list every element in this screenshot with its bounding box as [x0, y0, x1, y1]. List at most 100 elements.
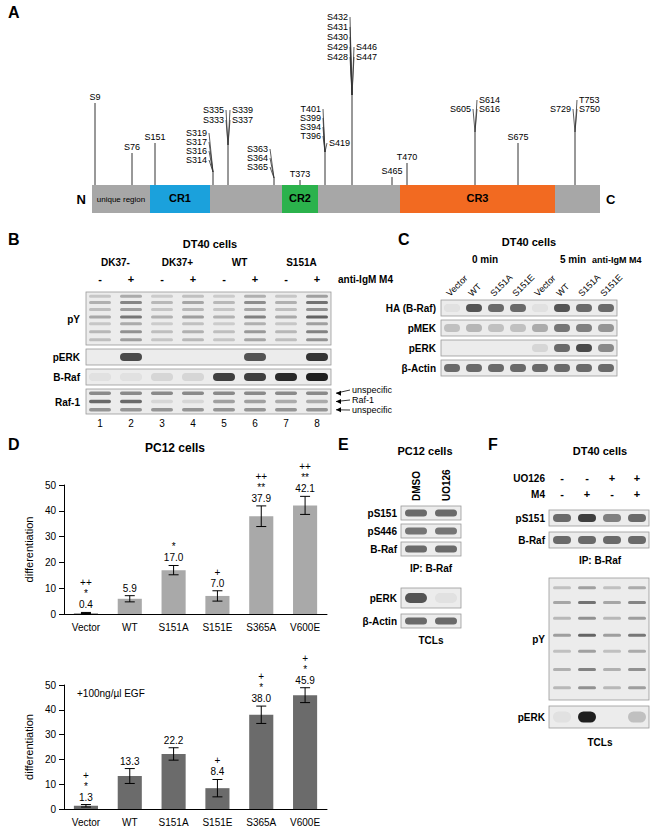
- svg-text:C: C: [398, 231, 410, 248]
- svg-text:S365A: S365A: [246, 622, 276, 633]
- svg-text:5.9: 5.9: [123, 583, 137, 594]
- svg-text:WT: WT: [122, 817, 138, 828]
- svg-text:13.3: 13.3: [120, 756, 140, 767]
- svg-text:Vector: Vector: [444, 273, 469, 298]
- svg-text:0: 0: [50, 804, 56, 815]
- svg-text:5 min: 5 min: [560, 254, 586, 265]
- svg-text:CR3: CR3: [466, 192, 488, 204]
- svg-text:D: D: [8, 436, 20, 453]
- svg-text:DT40 cells: DT40 cells: [502, 236, 556, 248]
- svg-text:pY: pY: [67, 314, 80, 325]
- svg-text:HA (B-Raf): HA (B-Raf): [386, 303, 436, 314]
- svg-text:unique region: unique region: [97, 195, 145, 204]
- svg-text:WT: WT: [232, 257, 248, 268]
- svg-text:UO126: UO126: [513, 473, 545, 484]
- svg-text:IP: B-Raf: IP: B-Raf: [579, 555, 622, 566]
- svg-text:WT: WT: [554, 281, 571, 298]
- svg-text:S364: S364: [247, 153, 268, 163]
- svg-text:S750: S750: [579, 104, 600, 114]
- svg-text:+: +: [258, 671, 264, 682]
- svg-text:S337: S337: [232, 115, 253, 125]
- svg-text:-: -: [98, 273, 102, 285]
- svg-text:S151A: S151A: [286, 257, 317, 268]
- svg-text:T373: T373: [290, 169, 311, 179]
- svg-text:S151E: S151E: [202, 817, 232, 828]
- svg-text:S394: S394: [300, 122, 321, 132]
- svg-text:-: -: [160, 273, 164, 285]
- svg-text:+: +: [609, 472, 615, 484]
- svg-text:S151A: S151A: [159, 622, 189, 633]
- svg-text:7.0: 7.0: [210, 578, 224, 589]
- svg-text:T753: T753: [579, 95, 600, 105]
- svg-text:B-Raf: B-Raf: [53, 372, 80, 383]
- svg-text:38.0: 38.0: [252, 693, 272, 704]
- svg-text:T470: T470: [397, 152, 418, 162]
- svg-text:S151E: S151E: [202, 622, 232, 633]
- svg-text:S419: S419: [329, 138, 350, 148]
- svg-text:S9: S9: [89, 92, 100, 102]
- svg-text:WT: WT: [466, 281, 483, 298]
- svg-text:F: F: [488, 436, 498, 453]
- svg-text:S365A: S365A: [246, 817, 276, 828]
- svg-text:B-Raf: B-Raf: [518, 535, 545, 546]
- svg-text:S365: S365: [247, 162, 268, 172]
- svg-text:S465: S465: [381, 166, 402, 176]
- svg-text:S432: S432: [327, 12, 348, 22]
- svg-text:+: +: [215, 567, 221, 578]
- svg-text:pY: pY: [532, 634, 545, 645]
- svg-text:22.2: 22.2: [164, 735, 184, 746]
- svg-text:β-Actin: β-Actin: [363, 616, 397, 627]
- svg-text:differentiation: differentiation: [23, 714, 35, 780]
- svg-text:unspecific: unspecific: [352, 385, 393, 395]
- svg-text:T396: T396: [300, 131, 321, 141]
- svg-text:S151A: S151A: [488, 272, 514, 298]
- svg-text:differentiation: differentiation: [23, 517, 35, 583]
- svg-text:S729: S729: [550, 104, 571, 114]
- svg-text:10: 10: [45, 583, 57, 594]
- svg-text:+: +: [252, 273, 258, 285]
- svg-text:S335: S335: [203, 105, 224, 115]
- svg-text:**: **: [301, 472, 309, 483]
- svg-text:pS151: pS151: [516, 513, 546, 524]
- svg-text:20: 20: [45, 557, 57, 568]
- svg-text:**: **: [257, 482, 265, 493]
- svg-text:DK37-: DK37-: [101, 257, 130, 268]
- svg-text:UO126: UO126: [441, 469, 452, 501]
- svg-text:anti-IgM M4: anti-IgM M4: [338, 274, 393, 285]
- svg-text:5: 5: [221, 418, 227, 429]
- svg-text:S151E: S151E: [510, 272, 536, 298]
- svg-text:Vector: Vector: [72, 622, 101, 633]
- svg-text:+: +: [215, 755, 221, 766]
- svg-text:pERK: pERK: [370, 593, 398, 604]
- svg-text:1: 1: [97, 418, 103, 429]
- svg-text:TCLs: TCLs: [419, 635, 444, 646]
- svg-text:2: 2: [128, 418, 134, 429]
- svg-text:S151: S151: [144, 132, 165, 142]
- svg-text:S605: S605: [450, 104, 471, 114]
- svg-text:S151E: S151E: [598, 272, 624, 298]
- svg-text:S675: S675: [507, 132, 528, 142]
- svg-text:10: 10: [45, 779, 57, 790]
- svg-text:*: *: [303, 664, 307, 675]
- svg-text:IP: B-Raf: IP: B-Raf: [410, 563, 453, 574]
- svg-text:TCLs: TCLs: [588, 737, 613, 748]
- svg-text:50: 50: [45, 680, 57, 691]
- svg-text:+: +: [83, 770, 89, 781]
- svg-text:CR2: CR2: [289, 192, 311, 204]
- svg-text:S447: S447: [356, 52, 377, 62]
- svg-text:40: 40: [45, 704, 57, 715]
- svg-text:+: +: [584, 488, 590, 500]
- svg-text:7: 7: [283, 418, 289, 429]
- svg-text:+100ng/µl EGF: +100ng/µl EGF: [77, 688, 145, 699]
- svg-text:S151A: S151A: [159, 817, 189, 828]
- svg-text:-: -: [284, 273, 288, 285]
- svg-text:S314: S314: [186, 155, 207, 165]
- svg-text:Raf-1: Raf-1: [55, 397, 80, 408]
- svg-text:CR1: CR1: [169, 192, 191, 204]
- svg-text:unspecific: unspecific: [352, 405, 393, 415]
- svg-text:-: -: [560, 472, 564, 484]
- svg-text:42.1: 42.1: [295, 483, 315, 494]
- svg-text:S616: S616: [479, 104, 500, 114]
- svg-text:+: +: [634, 472, 640, 484]
- svg-text:B: B: [8, 231, 20, 248]
